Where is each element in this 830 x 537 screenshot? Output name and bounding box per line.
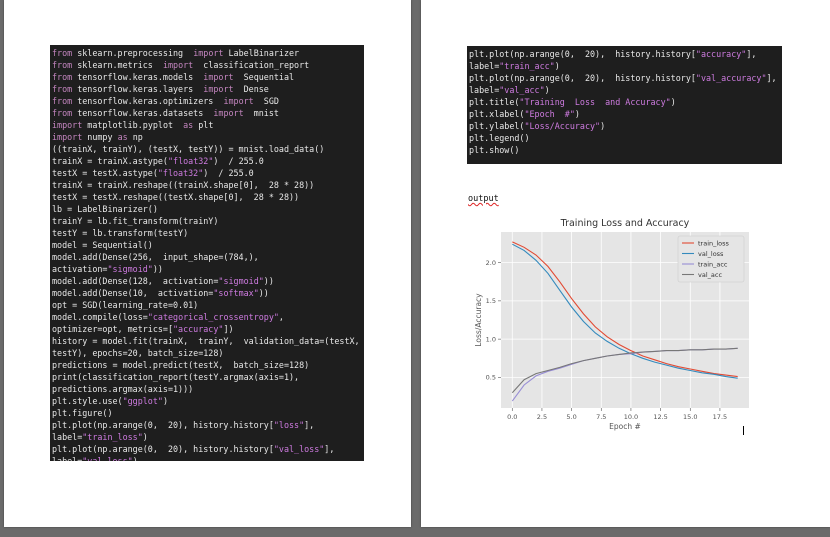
code-left-line: testX = testX.astype("float32") / 255.0 (52, 168, 254, 178)
legend-label-train-loss: train_loss (698, 239, 730, 247)
code-left-line: model.add(Dense(10, activation="softmax"… (52, 288, 269, 298)
legend-box (677, 235, 745, 283)
code-left-line: from tensorflow.keras.models import Sequ… (52, 72, 295, 82)
x-axis-label: Epoch # (609, 422, 641, 431)
y-tick-label: 1.0 (486, 335, 496, 343)
code-left-line: testX = testX.reshape((testX.shape[0], 2… (52, 192, 300, 202)
code-left-line: from sklearn.preprocessing import LabelB… (52, 48, 300, 58)
code-left-line: plt.style.use("ggplot") (52, 396, 168, 406)
y-axis-label: Loss/Accuracy (474, 293, 483, 347)
x-tick-label: 12.5 (653, 413, 667, 421)
code-left-line: print(classification_report(testY.argmax… (52, 372, 300, 382)
y-tick-label: 2.0 (486, 259, 496, 267)
code-left-line: opt = SGD(learning_rate=0.01) (52, 300, 199, 310)
code-right-line: label="val_acc") (469, 85, 550, 95)
code-left-line: import numpy as np (52, 132, 143, 142)
x-tick-label: 7.5 (596, 413, 606, 421)
document-page-right: plt.plot(np.arange(0, 20), history.histo… (421, 0, 830, 527)
y-tick-label: 1.5 (486, 297, 496, 305)
code-right-line: plt.plot(np.arange(0, 20), history.histo… (469, 73, 777, 83)
series-line-val-acc (511, 347, 738, 394)
code-left-line: activation="sigmoid")) (52, 264, 163, 274)
code-right-line: plt.plot(np.arange(0, 20), history.histo… (469, 49, 757, 59)
code-left-line: trainX = trainX.astype("float32") / 255.… (52, 156, 264, 166)
code-left-line: from tensorflow.keras.layers import Dens… (52, 84, 269, 94)
code-left-line: ((trainX, trainY), (testX, testY)) = mni… (52, 144, 325, 154)
code-left-line: label="train_loss") (52, 432, 148, 442)
code-left-line: optimizer=opt, metrics=["accuracy"]) (52, 324, 234, 334)
code-left-line: plt.figure() (52, 408, 113, 418)
legend-label-train-acc: train_acc (698, 260, 728, 268)
code-block-left[interactable]: from sklearn.preprocessing import LabelB… (50, 45, 364, 461)
legend-label-val-loss: val_loss (698, 250, 724, 258)
x-tick-label: 15.0 (683, 413, 697, 421)
code-left-line: import matplotlib.pyplot as plt (52, 120, 214, 130)
code-left-line: testY = lb.transform(testY) (52, 228, 189, 238)
code-right-line: plt.show() (469, 145, 520, 155)
x-tick-label: 5.0 (566, 413, 576, 421)
code-right-line: label="train_acc") (469, 61, 560, 71)
series-line-val-loss (512, 243, 738, 379)
code-right-line: plt.legend() (469, 133, 530, 143)
chart-title: Training Loss and Accuracy (560, 218, 690, 229)
x-tick-label: 0.0 (507, 413, 517, 421)
code-left-line: lb = LabelBinarizer() (52, 204, 158, 214)
document-page-left: from sklearn.preprocessing import LabelB… (4, 0, 411, 527)
code-right-line: plt.xlabel("Epoch #") (469, 109, 580, 119)
code-left-line: model.add(Dense(256, input_shape=(784,), (52, 252, 259, 262)
series-line-train-loss (512, 241, 738, 378)
code-left-line: plt.plot(np.arange(0, 20), history.histo… (52, 420, 315, 430)
code-left-line: trainY = lb.fit_transform(trainY) (52, 216, 219, 226)
training-chart: 0.0 2.5 5.0 7.5 10.0 12.5 15.0 17.5 0.5 1.0 1.5 2.0… (474, 218, 749, 431)
code-left-line: model.compile(loss="categorical_crossent… (52, 312, 284, 322)
code-block-right[interactable]: plt.plot(np.arange(0, 20), history.histo… (467, 46, 782, 164)
x-tick-label: 2.5 (537, 413, 547, 421)
code-left-line: label="val_loss") (52, 456, 138, 461)
code-left-line: model = Sequential() (52, 240, 153, 250)
code-right-line: plt.title("Training Loss and Accuracy") (469, 97, 676, 107)
x-tick-label: 17.5 (713, 413, 727, 421)
code-left-line: from tensorflow.keras.optimizers import … (52, 96, 279, 106)
code-left-line: plt.plot(np.arange(0, 20), history.histo… (52, 444, 335, 454)
x-tick-label: 10.0 (624, 413, 638, 421)
code-left-line: from sklearn.metrics import classificati… (52, 60, 310, 70)
code-left-line: predictions = model.predict(testX, batch… (52, 360, 310, 370)
output-label: output (468, 194, 499, 204)
code-left-line: predictions.argmax(axis=1))) (52, 384, 194, 394)
y-tick-label: 0.5 (486, 374, 496, 382)
code-left-line: from tensorflow.keras.datasets import mn… (52, 108, 279, 118)
text-cursor (743, 426, 744, 435)
code-left-line: model.add(Dense(128, activation="sigmoid… (52, 276, 274, 286)
code-right-line: plt.ylabel("Loss/Accuracy") (469, 121, 606, 131)
code-left-line: trainX = trainX.reshape((trainX.shape[0]… (52, 180, 315, 190)
legend-label-val-acc: val_acc (698, 271, 722, 279)
code-left-line: history = model.fit(trainX, trainY, vali… (52, 336, 360, 346)
code-left-line: testY), epochs=20, batch_size=128) (52, 348, 224, 358)
